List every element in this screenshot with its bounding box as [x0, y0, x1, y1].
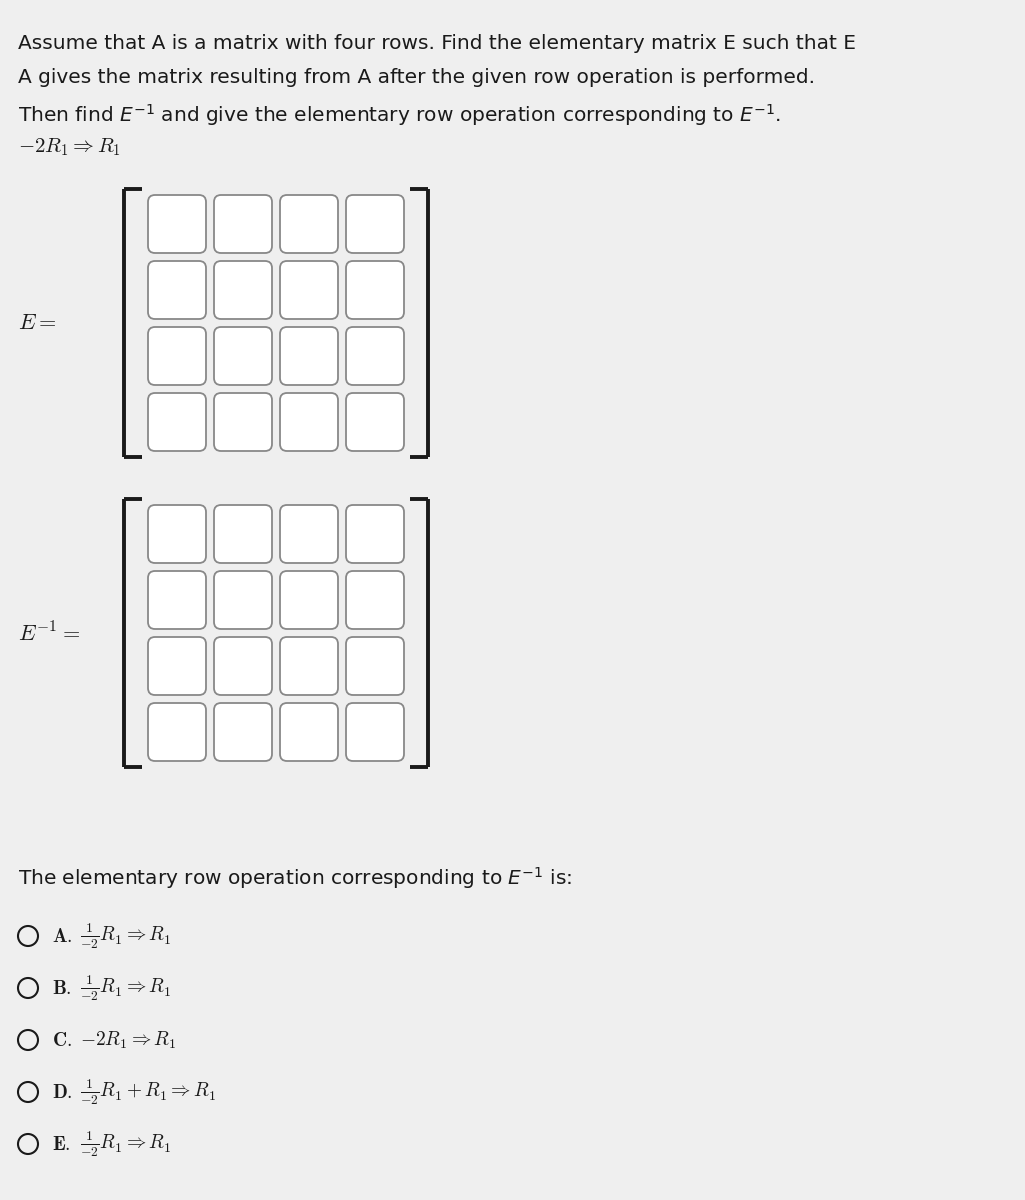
- FancyBboxPatch shape: [148, 260, 206, 319]
- Text: $\frac{1}{-2}R_1 + R_1 \Rightarrow R_1$: $\frac{1}{-2}R_1 + R_1 \Rightarrow R_1$: [80, 1078, 216, 1106]
- FancyBboxPatch shape: [280, 260, 338, 319]
- FancyBboxPatch shape: [280, 571, 338, 629]
- Text: $\frac{1}{-2}R_1 \Rightarrow R_1$: $\frac{1}{-2}R_1 \Rightarrow R_1$: [80, 1129, 171, 1159]
- Text: Assume that A is a matrix with four rows. Find the elementary matrix E such that: Assume that A is a matrix with four rows…: [18, 34, 856, 53]
- Circle shape: [18, 1082, 38, 1102]
- FancyBboxPatch shape: [346, 260, 404, 319]
- Text: $\mathbf{E.}$: $\mathbf{E.}$: [52, 1134, 71, 1153]
- FancyBboxPatch shape: [280, 194, 338, 253]
- Circle shape: [18, 1134, 38, 1154]
- FancyBboxPatch shape: [346, 571, 404, 629]
- FancyBboxPatch shape: [346, 505, 404, 563]
- FancyBboxPatch shape: [214, 703, 272, 761]
- FancyBboxPatch shape: [346, 194, 404, 253]
- Circle shape: [18, 926, 38, 946]
- FancyBboxPatch shape: [214, 392, 272, 451]
- Text: A gives the matrix resulting from A after the given row operation is performed.: A gives the matrix resulting from A afte…: [18, 68, 815, 86]
- Text: $\frac{1}{-2}R_1 \Rightarrow R_1$: $\frac{1}{-2}R_1 \Rightarrow R_1$: [80, 922, 171, 950]
- Text: $\mathbf{B.}$: $\mathbf{B.}$: [52, 978, 72, 997]
- Text: $\frac{1}{-2}R_1 \Rightarrow R_1$: $\frac{1}{-2}R_1 \Rightarrow R_1$: [80, 973, 171, 1003]
- FancyBboxPatch shape: [148, 637, 206, 695]
- Text: $E^{-1} =$: $E^{-1} =$: [18, 620, 80, 646]
- FancyBboxPatch shape: [148, 194, 206, 253]
- Text: Then find $E^{-1}$ and give the elementary row operation corresponding to $E^{-1: Then find $E^{-1}$ and give the elementa…: [18, 102, 781, 128]
- Text: $\mathbf{A.}$: $\mathbf{A.}$: [52, 926, 73, 946]
- FancyBboxPatch shape: [148, 505, 206, 563]
- FancyBboxPatch shape: [214, 194, 272, 253]
- FancyBboxPatch shape: [148, 392, 206, 451]
- Text: $\mathbf{D.}$: $\mathbf{D.}$: [52, 1082, 73, 1102]
- Text: $-2R_1 \Rightarrow R_1$: $-2R_1 \Rightarrow R_1$: [80, 1030, 176, 1051]
- Circle shape: [18, 978, 38, 998]
- FancyBboxPatch shape: [214, 326, 272, 385]
- Text: $\mathbf{C.}$: $\mathbf{C.}$: [52, 1031, 72, 1050]
- FancyBboxPatch shape: [280, 505, 338, 563]
- FancyBboxPatch shape: [148, 571, 206, 629]
- Text: $E =$: $E =$: [18, 313, 56, 332]
- FancyBboxPatch shape: [346, 637, 404, 695]
- FancyBboxPatch shape: [280, 392, 338, 451]
- FancyBboxPatch shape: [214, 505, 272, 563]
- FancyBboxPatch shape: [214, 637, 272, 695]
- Circle shape: [18, 1030, 38, 1050]
- FancyBboxPatch shape: [346, 326, 404, 385]
- FancyBboxPatch shape: [280, 637, 338, 695]
- FancyBboxPatch shape: [346, 392, 404, 451]
- FancyBboxPatch shape: [214, 571, 272, 629]
- Text: The elementary row operation corresponding to $E^{-1}$ is:: The elementary row operation correspondi…: [18, 865, 572, 890]
- FancyBboxPatch shape: [346, 703, 404, 761]
- FancyBboxPatch shape: [280, 703, 338, 761]
- FancyBboxPatch shape: [280, 326, 338, 385]
- Text: $-2R_1 \Rightarrow R_1$: $-2R_1 \Rightarrow R_1$: [18, 136, 121, 157]
- FancyBboxPatch shape: [148, 326, 206, 385]
- FancyBboxPatch shape: [214, 260, 272, 319]
- FancyBboxPatch shape: [148, 703, 206, 761]
